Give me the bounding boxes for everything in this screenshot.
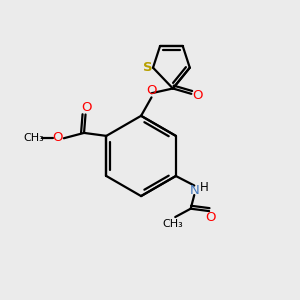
Text: O: O — [193, 89, 203, 102]
Text: O: O — [52, 131, 63, 144]
Text: CH₃: CH₃ — [24, 133, 44, 143]
Text: H: H — [200, 181, 208, 194]
Text: O: O — [146, 84, 157, 98]
Text: N: N — [189, 184, 199, 197]
Text: S: S — [143, 61, 152, 74]
Text: O: O — [82, 101, 92, 114]
Text: CH₃: CH₃ — [162, 219, 183, 229]
Text: O: O — [206, 211, 216, 224]
